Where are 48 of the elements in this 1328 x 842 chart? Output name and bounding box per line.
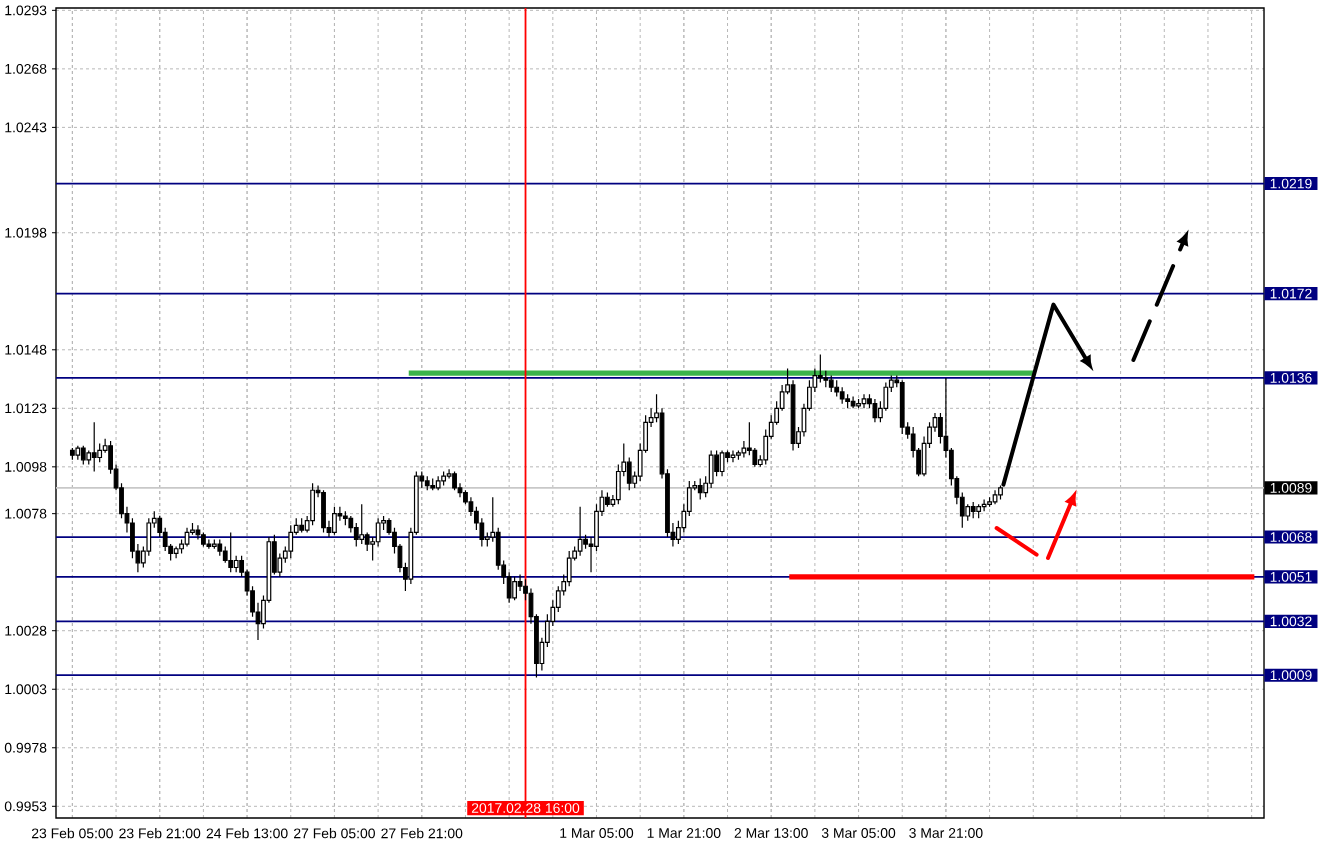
candlestick: [332, 506, 337, 536]
candlestick: [970, 501, 976, 519]
candlestick: [184, 527, 190, 548]
candlestick: [730, 449, 736, 463]
candlestick: [69, 447, 75, 461]
candlestick: [992, 489, 998, 505]
candlestick: [976, 503, 982, 519]
candlestick: [206, 538, 212, 550]
candlestick: [828, 374, 834, 393]
candlestick: [173, 545, 179, 559]
candlestick: [697, 477, 703, 501]
candlestick: [834, 379, 840, 398]
candlestick: [839, 386, 845, 405]
candlestick: [217, 538, 223, 557]
candlestick: [517, 573, 523, 592]
candlestick: [441, 470, 447, 487]
candlestick: [211, 538, 217, 550]
candlestick: [512, 576, 517, 601]
candlestick: [424, 475, 430, 491]
candlestick: [201, 531, 206, 548]
candlestick: [605, 491, 610, 508]
candlestick: [452, 470, 457, 491]
candlestick: [817, 353, 823, 384]
candlestick: [310, 482, 315, 526]
candlestick: [80, 445, 86, 466]
candlestick: [321, 489, 326, 533]
candlestick: [91, 421, 97, 473]
candlestick: [856, 398, 861, 409]
candlestick: [987, 496, 992, 508]
candlestick: [342, 510, 348, 526]
candlestick: [845, 393, 851, 409]
candlestick: [861, 393, 867, 409]
candlestick: [577, 506, 583, 557]
candlestick: [708, 449, 714, 489]
candlestick: [899, 379, 905, 435]
candlestick: [850, 396, 856, 409]
candlestick: [228, 531, 234, 573]
candlestick: [719, 449, 725, 477]
candlestick: [736, 449, 741, 461]
candlestick: [981, 499, 987, 512]
candlestick: [435, 475, 441, 491]
candlestick: [430, 477, 436, 491]
candlestick: [872, 398, 878, 423]
candlestick: [75, 445, 81, 461]
candlestick: [359, 503, 365, 545]
candlestick: [195, 524, 201, 541]
candlestick: [299, 517, 305, 533]
candlestick: [288, 524, 294, 559]
